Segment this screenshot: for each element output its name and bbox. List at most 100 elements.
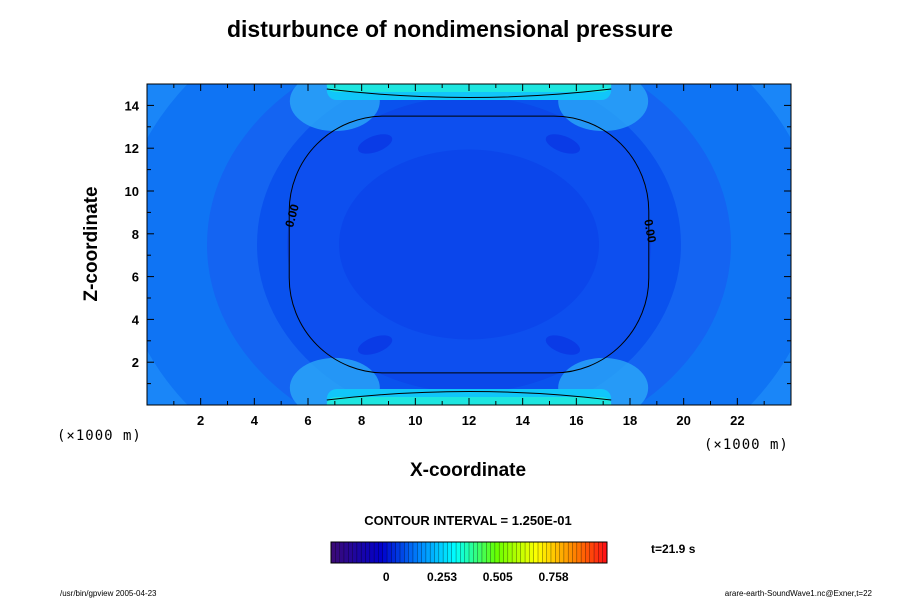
x-tick-label: 22 [730,413,744,428]
colorbar-cell [382,542,388,563]
colorbar-cell [408,542,414,563]
colorbar-cell [563,542,569,563]
colorbar-cell [477,542,483,563]
x-tick-label: 4 [251,413,259,428]
colorbar-cell [520,542,526,563]
colorbar-cell [469,542,474,563]
colorbar-cell [451,542,457,563]
bottom-contour-line [326,391,612,401]
chart-title: disturbunce of nondimensional pressure [226,16,673,42]
colorbar-cell [391,542,396,563]
top-contour-line [326,88,612,98]
colorbar-cell [602,542,608,563]
colorbar-cell [499,542,504,563]
colorbar-cell [343,542,349,563]
y-tick-label: 8 [132,227,139,242]
colorbar-cell [542,542,547,563]
x-tick-label: 14 [515,413,530,428]
colorbar-cell [559,542,565,563]
colorbar-cell [425,542,431,563]
colorbar-cell [447,542,453,563]
x-tick-label: 8 [358,413,365,428]
contour-interval-label: CONTOUR INTERVAL = 1.250E-01 [364,513,572,528]
colorbar-cell [460,542,465,563]
colorbar-tick-label: 0.253 [427,570,457,584]
y-tick-label: 2 [132,355,139,370]
edge-lobe-3 [289,357,380,405]
colorbar-cell [438,542,444,563]
colorbar-cell [589,542,595,563]
x-unit-right: (×1000 m) [704,437,789,453]
colorbar-cell [361,542,366,563]
colorbar-cell [529,542,534,563]
x-tick-label: 16 [569,413,583,428]
footer-source: arare-earth-SoundWave1.nc@Exner,t=22 [724,589,872,598]
colorbar-cell [348,542,353,563]
y-axis-label: Z-coordinate [81,186,102,302]
zero-contour-line [288,115,650,374]
colorbar-cell [572,542,578,563]
colorbar-cell [486,542,491,563]
colorbar-cell [512,542,517,563]
x-tick-label: 18 [623,413,637,428]
colorbar-tick-label: 0.505 [483,570,513,584]
colorbar-cell [443,542,448,563]
colorbar-cell [339,542,345,563]
colorbar-cell [568,542,573,563]
colorbar-cell [404,542,409,563]
x-tick-label: 20 [676,413,690,428]
colorbar-cell [581,542,586,563]
colorbar-cell [421,542,427,563]
colorbar-cell [503,542,509,563]
edge-lobe-4 [558,357,649,405]
colorbar-cell [481,542,487,563]
colorbar-tick-label: 0 [383,570,390,584]
contour-label-left: 0.00 [282,202,302,228]
minimum-spot-4 [545,335,581,355]
field-layer [147,84,791,405]
colorbar-cell [507,542,513,563]
minimum-spot-3 [357,335,393,355]
colorbar-cell [400,542,405,563]
colorbar-cell [434,542,440,563]
x-tick-label: 12 [462,413,476,428]
colorbar-cell [430,542,435,563]
colorbar-cell [546,542,552,563]
colorbar-cell [525,542,530,563]
x-tick-label: 2 [197,413,204,428]
colorbar-cell [352,542,358,563]
colorbar-frame [330,541,608,564]
edge-lobe-1 [289,84,380,132]
colorbar-cell [533,542,539,563]
x-unit-left: (×1000 m) [57,428,142,444]
colorbar-cell [365,542,371,563]
minimum-spot-1 [357,134,393,154]
colorbar-cell [387,542,392,563]
time-label: t=21.9 s [651,542,696,556]
colorbar-cell [490,542,496,563]
colorbar-cell [412,542,418,563]
colorbar-cell [494,542,500,563]
colorbar-cell [594,542,599,563]
colorbar-cell [417,542,422,563]
colorbar-cell [598,542,603,563]
x-tick-label: 10 [408,413,422,428]
y-tick-label: 6 [132,270,139,285]
colorbar-cell [576,542,582,563]
colorbar-cell [473,542,478,563]
inner-minimum [339,149,599,340]
colorbar-cell [331,542,336,563]
colorbar-cell [555,542,560,563]
colorbar-cell [374,542,379,563]
colorbar-cell [369,542,375,563]
edge-lobe-2 [558,84,649,132]
colorbar-cell [516,542,522,563]
colorbar-cell [395,542,401,563]
y-tick-label: 4 [132,312,140,327]
colorbar-cell [550,542,556,563]
x-tick-label: 6 [304,413,311,428]
y-tick-label: 12 [125,141,139,156]
colorbar-cell [335,542,340,563]
colorbar-cell [538,542,543,563]
